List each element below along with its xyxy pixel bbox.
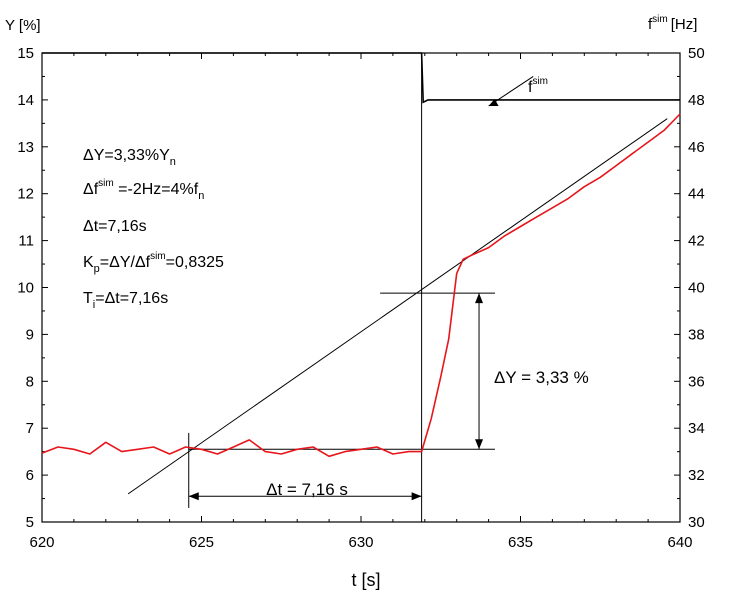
y-left-tick-label: 8 <box>26 373 34 390</box>
y-left-tick-label: 7 <box>26 420 34 437</box>
y-axis-right-title: fsim [Hz] <box>648 14 697 33</box>
y-left-tick-label: 14 <box>17 92 34 109</box>
y-left-tick-label: 13 <box>17 139 34 156</box>
series-f-sim-line <box>42 52 680 104</box>
plot-frame <box>41 52 681 523</box>
delta-y-arrowhead-top <box>475 293 484 304</box>
y-right-tick-label: 48 <box>688 92 705 109</box>
y-right-tick-label: 30 <box>688 514 705 531</box>
delta-y-measure-label: ΔY = 3,33 % <box>494 368 589 387</box>
y-right-tick-label: 44 <box>688 186 705 203</box>
delta-t-measure-label: Δt = 7,16 s <box>266 480 348 499</box>
x-tick-label: 635 <box>508 534 533 551</box>
y-left-tick-label: 10 <box>17 280 34 297</box>
f-sim-callout-line <box>488 76 534 107</box>
series-y-response-line <box>41 113 681 458</box>
delta-t-arrowhead-right <box>411 492 422 501</box>
tangent-line <box>127 118 668 495</box>
y-left-tick-label: 11 <box>18 233 34 250</box>
delta-y-arrowhead-bottom <box>475 439 484 450</box>
f-sim-series-label: fsim <box>528 76 548 96</box>
annotation-ti: Ti=Δt=7,16s <box>83 290 168 311</box>
annotation-kp: Kp=ΔY/Δfsim=0,8325 <box>83 251 224 275</box>
series <box>41 52 681 458</box>
y-right-tick-label: 50 <box>688 45 705 62</box>
y-right-tick-label: 32 <box>688 467 705 484</box>
x-tick-label: 625 <box>189 534 214 551</box>
y-right-tick-label: 36 <box>688 373 705 390</box>
y-right-tick-label: 38 <box>688 326 705 343</box>
x-tick-label: 640 <box>667 534 692 551</box>
construction-lines <box>127 53 668 522</box>
y-left-tick-label: 9 <box>26 326 34 343</box>
annotation-delta-y: ΔY=3,33%Yn <box>83 147 176 168</box>
y-right-tick-label: 34 <box>688 420 705 437</box>
y-right-tick-label: 40 <box>688 280 705 297</box>
x-tick-label: 620 <box>29 534 54 551</box>
y-left-tick-label: 12 <box>17 186 34 203</box>
y-left-tick-label: 6 <box>26 467 34 484</box>
axes: 620 625 630 635 640 5 6 7 8 9 10 11 12 13 14 15 30 32 34 36… <box>17 45 704 551</box>
y-right-tick-label: 46 <box>688 139 705 156</box>
annotation-delta-f: Δfsim =-2Hz=4%fn <box>83 178 204 202</box>
delta-t-arrowhead-left <box>188 492 199 501</box>
y-left-tick-label: 15 <box>17 45 34 62</box>
y-right-tick-label: 42 <box>688 233 705 250</box>
x-tick-label: 630 <box>348 534 373 551</box>
y-left-tick-label: 5 <box>26 514 34 531</box>
x-axis-title: t [s] <box>351 570 380 590</box>
annotation-delta-t: Δt=7,16s <box>83 218 147 235</box>
y-axis-left-title: Y [%] <box>5 17 41 34</box>
f-sim-callout-arrowhead <box>488 98 499 106</box>
